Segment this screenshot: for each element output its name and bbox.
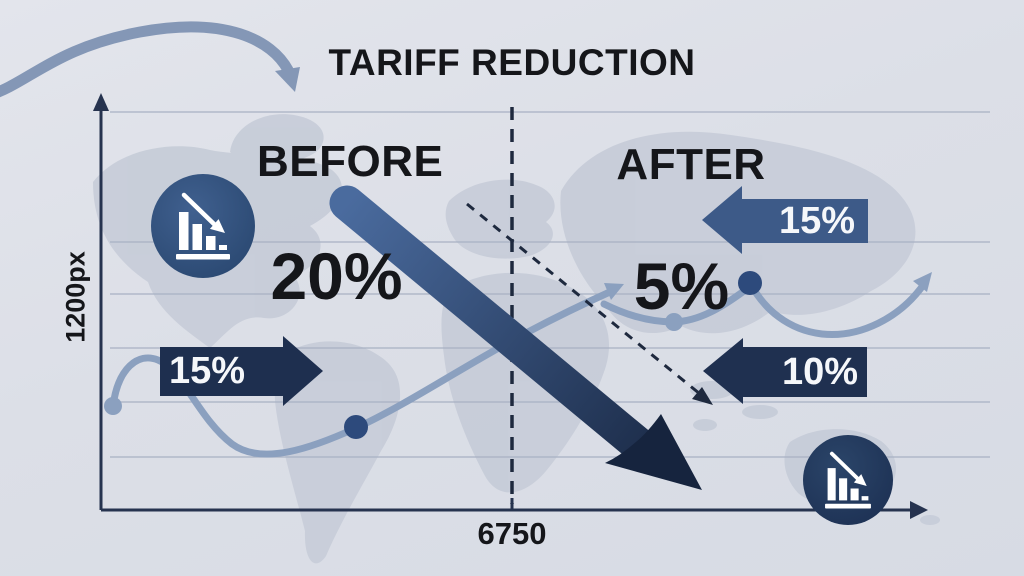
trend-curve-right — [600, 271, 932, 339]
map-new-zealand — [920, 515, 940, 525]
after-import-arrow-bottom-label: 10% — [781, 351, 859, 393]
map-south-america — [274, 341, 401, 564]
map-island — [693, 419, 717, 431]
data-point-dot — [665, 313, 683, 331]
before-export-arrow-label: 15% — [168, 350, 246, 392]
after-heading: AFTER — [616, 140, 766, 189]
before-rate-value: 20% — [270, 239, 403, 313]
x-axis-arrowhead-icon — [910, 501, 928, 519]
after-import-arrow-top-label: 15% — [778, 200, 856, 242]
before-heading: BEFORE — [257, 137, 444, 186]
after-import-arrow-bottom — [703, 338, 867, 404]
after-rate-value: 5% — [633, 249, 730, 323]
dashed-arrowhead-icon — [692, 387, 713, 405]
data-point-dot — [104, 397, 122, 415]
data-point-dot — [738, 271, 762, 295]
page-title: TARIFF REDUCTION — [328, 42, 696, 83]
map-greenland — [230, 114, 324, 165]
swoosh-arrow-top — [0, 21, 300, 98]
curve-arrowhead-icon — [604, 283, 624, 300]
before-export-arrow — [160, 336, 323, 406]
decline-chart-badge-right — [803, 435, 893, 525]
map-europe — [445, 179, 555, 259]
map-island — [742, 405, 778, 419]
swoosh-arrowhead-icon — [275, 67, 300, 92]
chart-axes — [93, 93, 928, 519]
trend-arrow-main — [329, 185, 702, 490]
x-axis-tick-label: 6750 — [477, 516, 547, 551]
decline-chart-badge-left — [151, 174, 255, 278]
y-axis-arrowhead-icon — [93, 93, 109, 111]
curve-arrowhead-icon — [913, 272, 932, 292]
main-arrowhead-icon — [605, 414, 702, 490]
data-point-dot — [344, 415, 368, 439]
y-axis-label: 1200px — [60, 251, 91, 343]
trend-arrow-dashed — [466, 202, 713, 405]
after-import-arrow-top — [702, 186, 868, 254]
